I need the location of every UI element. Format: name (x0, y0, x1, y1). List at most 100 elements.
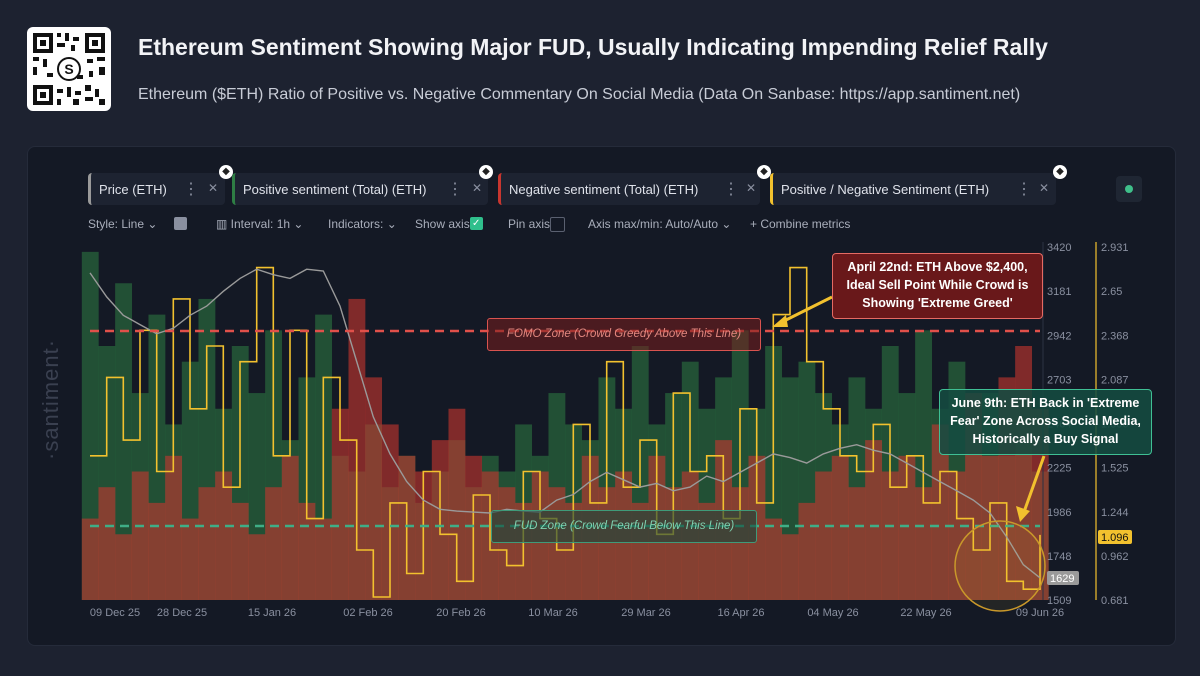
april-arrow-head (772, 315, 788, 327)
ratio-axis-tick: 2.368 (1101, 330, 1129, 342)
ratio-axis-tick: 2.087 (1101, 374, 1129, 386)
metric-label: Negative sentiment (Total) (ETH) (509, 182, 699, 197)
color-dropdown[interactable]: ⌄ (174, 217, 187, 231)
june-highlight-circle (954, 520, 1046, 612)
close-icon[interactable]: ✕ (1039, 181, 1050, 195)
negative-sentiment-bar (98, 487, 116, 600)
metric-pill-ratio[interactable]: Positive / Negative Sentiment (ETH) ⋮ ✕ … (770, 165, 1067, 205)
price-current-badge (1047, 571, 1079, 585)
metric-pill-negative[interactable]: Negative sentiment (Total) (ETH) ⋮ ✕ ◆ (498, 165, 771, 205)
x-axis-tick: 09 Jun 26 (1016, 607, 1064, 619)
interval-label: Interval: 1h (230, 217, 291, 231)
ratio-current-value: 1.096 (1101, 532, 1129, 544)
negative-sentiment-bar (881, 471, 899, 600)
negative-sentiment-bar (215, 471, 233, 600)
negative-sentiment-bar (948, 471, 966, 600)
ratio-axis-tick: 1.244 (1101, 507, 1129, 519)
negative-sentiment-bar (498, 487, 516, 600)
june-line-1: June 9th: ETH Back in 'Extreme (951, 396, 1140, 410)
april-arrow-line (779, 295, 833, 325)
checkbox-unchecked-icon[interactable] (550, 217, 566, 232)
negative-sentiment-bar (248, 534, 266, 600)
style-dropdown[interactable]: Style: Line ⌄ (88, 217, 158, 231)
svg-text:S: S (64, 61, 73, 77)
june-line-2: Fear' Zone Across Social Media, (950, 414, 1141, 428)
negative-sentiment-bar (898, 455, 916, 600)
april-line-3: Showing 'Extreme Greed' (862, 296, 1013, 310)
x-axis-tick: 16 Apr 26 (717, 607, 764, 619)
ratio-axis-tick: 2.65 (1101, 286, 1122, 298)
metric-pill-price[interactable]: Price (ETH) ⋮ ✕ ◆ (88, 165, 233, 205)
positive-sentiment-bar (115, 283, 133, 600)
negative-sentiment-bar (148, 502, 166, 600)
negative-sentiment-bar (781, 534, 799, 600)
show-axis-label: Show axis (415, 217, 470, 231)
negative-sentiment-bar (365, 377, 383, 600)
ethereum-icon: ◆ (1053, 165, 1067, 179)
qr-code: S (27, 27, 111, 111)
fomo-zone-label: FOMO Zone (Crowd Greedy Above This Line) (487, 318, 761, 351)
negative-sentiment-bar (598, 487, 616, 600)
june-annotation: June 9th: ETH Back in 'Extreme Fear' Zon… (939, 389, 1152, 455)
positive-sentiment-bar (81, 251, 99, 600)
indicators-dropdown[interactable]: Indicators: ⌄ (328, 217, 397, 231)
show-axis-toggle[interactable]: Show axis ✓ (415, 217, 483, 231)
x-axis-tick: 09 Dec 25 (90, 607, 140, 619)
close-icon[interactable]: ✕ (472, 181, 483, 195)
price-axis-tick: 2225 (1047, 463, 1071, 475)
kebab-menu-icon[interactable]: ⋮ (183, 181, 199, 198)
pin-axis-label: Pin axis (508, 217, 551, 231)
close-icon[interactable]: ✕ (746, 181, 757, 195)
negative-sentiment-bar (115, 534, 133, 600)
interval-dropdown[interactable]: ▥ Interval: 1h ⌄ (216, 217, 304, 231)
june-line-3: Historically a Buy Signal (972, 432, 1119, 446)
april-annotation: April 22nd: ETH Above $2,400, Ideal Sell… (832, 253, 1043, 319)
kebab-menu-icon[interactable]: ⋮ (723, 181, 739, 198)
kebab-menu-icon[interactable]: ⋮ (447, 181, 463, 198)
ethereum-icon: ◆ (757, 165, 771, 179)
negative-sentiment-bar (831, 455, 849, 600)
metric-pill-positive[interactable]: Positive sentiment (Total) (ETH) ⋮ ✕ ◆ (232, 165, 493, 205)
price-axis-tick: 3420 (1047, 242, 1071, 254)
ratio-current-badge (1098, 530, 1132, 544)
june-arrow-head (1016, 506, 1030, 522)
ratio-axis-tick: 0.681 (1101, 595, 1129, 607)
combine-metrics-button[interactable]: + Combine metrics (750, 217, 851, 231)
metric-label: Positive / Negative Sentiment (ETH) (781, 182, 990, 197)
negative-sentiment-bar (848, 487, 866, 600)
june-arrow-line (1022, 455, 1046, 513)
negative-sentiment-bar (915, 487, 933, 600)
negative-sentiment-bar (815, 471, 833, 600)
negative-sentiment-bar (81, 518, 99, 600)
x-axis-tick: 22 May 26 (900, 607, 951, 619)
style-label: Style: Line (88, 217, 145, 231)
indicators-label: Indicators: (328, 217, 384, 231)
x-axis-tick: 20 Feb 26 (436, 607, 486, 619)
x-axis-tick: 29 Mar 26 (621, 607, 671, 619)
checkbox-checked-icon[interactable]: ✓ (469, 217, 483, 230)
negative-sentiment-bar (131, 471, 149, 600)
qr-code-icon: S (33, 33, 105, 105)
metric-label: Positive sentiment (Total) (ETH) (243, 182, 427, 197)
x-axis-tick: 04 May 26 (807, 607, 858, 619)
settings-toggle-button[interactable] (1116, 176, 1142, 202)
negative-sentiment-bar (931, 424, 949, 600)
negative-sentiment-bar (281, 455, 299, 600)
x-axis-tick: 28 Dec 25 (157, 607, 207, 619)
price-axis-tick: 3181 (1047, 286, 1071, 298)
price-axis-tick: 2942 (1047, 330, 1071, 342)
negative-sentiment-bar (865, 440, 883, 600)
price-axis-tick: 1509 (1047, 595, 1071, 607)
negative-sentiment-bar (448, 408, 466, 600)
ethereum-icon: ◆ (479, 165, 493, 179)
close-icon[interactable]: ✕ (208, 181, 219, 195)
pin-axis-toggle[interactable]: Pin axis (508, 217, 566, 232)
negative-sentiment-bar (765, 518, 783, 600)
axis-maxmin-label: Axis max/min: Auto/Auto (588, 217, 719, 231)
price-axis-tick: 1748 (1047, 551, 1071, 563)
axis-maxmin-dropdown[interactable]: Axis max/min: Auto/Auto ⌄ (588, 217, 732, 231)
negative-sentiment-bar (265, 487, 283, 600)
kebab-menu-icon[interactable]: ⋮ (1016, 181, 1032, 198)
page-title: Ethereum Sentiment Showing Major FUD, Us… (138, 34, 1048, 60)
x-axis-tick: 15 Jan 26 (248, 607, 296, 619)
